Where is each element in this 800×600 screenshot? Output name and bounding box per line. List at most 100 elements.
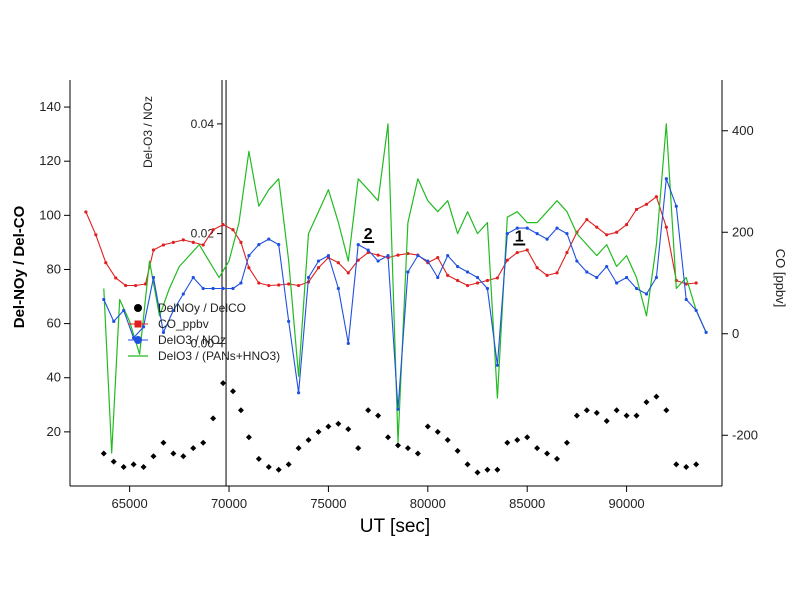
data-point-co-ppbv bbox=[694, 281, 698, 285]
data-point-delo3-noz bbox=[376, 259, 380, 263]
data-point-co-ppbv bbox=[376, 253, 380, 257]
data-point-delnoy-delco bbox=[494, 466, 501, 473]
data-point-co-ppbv bbox=[565, 250, 569, 255]
data-point-delnoy-delco bbox=[534, 445, 541, 452]
series-line-delo3-pans-hno3 bbox=[103, 123, 707, 454]
data-point-delnoy-delco bbox=[444, 436, 451, 443]
data-point-delnoy-delco bbox=[265, 464, 272, 471]
inner-axis-title: Del-O3 / NOz bbox=[141, 96, 155, 168]
data-point-delnoy-delco bbox=[653, 393, 660, 400]
data-point-delo3-noz bbox=[674, 204, 678, 208]
data-point-delo3-noz bbox=[535, 232, 539, 236]
data-point-delo3-noz bbox=[306, 275, 311, 280]
y-right-tick-label: 400 bbox=[732, 123, 754, 138]
data-point-co-ppbv bbox=[485, 278, 490, 283]
data-point-co-ppbv bbox=[257, 281, 261, 285]
data-point-delnoy-delco bbox=[255, 455, 262, 462]
data-point-delo3-noz bbox=[515, 226, 519, 230]
data-point-delnoy-delco bbox=[275, 466, 282, 473]
x-tick-label: 80000 bbox=[410, 496, 446, 511]
data-point-delo3-noz bbox=[181, 292, 185, 296]
data-point-co-ppbv bbox=[231, 228, 235, 232]
data-point-co-ppbv bbox=[654, 195, 659, 199]
data-point-delo3-noz bbox=[525, 226, 529, 230]
legend-label: CO_ppbv bbox=[158, 317, 209, 331]
data-point-delo3-noz bbox=[296, 391, 301, 395]
data-point-co-ppbv bbox=[124, 283, 128, 288]
x-tick-label: 85000 bbox=[509, 496, 545, 511]
data-point-co-ppbv bbox=[191, 240, 195, 244]
data-point-delo3-noz bbox=[316, 259, 321, 263]
data-point-co-ppbv bbox=[247, 266, 251, 270]
y-left-tick-label: 100 bbox=[39, 207, 61, 222]
data-point-delo3-noz bbox=[654, 275, 659, 280]
data-point-delnoy-delco bbox=[100, 450, 107, 457]
data-point-delnoy-delco bbox=[180, 453, 187, 460]
data-point-co-ppbv bbox=[515, 250, 519, 255]
data-point-delo3-noz bbox=[416, 253, 420, 258]
data-point-delo3-noz bbox=[171, 308, 175, 313]
data-point-delo3-noz bbox=[664, 177, 668, 181]
data-point-delnoy-delco bbox=[375, 412, 382, 419]
data-point-delnoy-delco bbox=[484, 466, 491, 473]
x-tick-label: 65000 bbox=[112, 496, 148, 511]
data-point-co-ppbv bbox=[396, 253, 400, 257]
data-point-co-ppbv bbox=[171, 240, 175, 244]
x-tick-label: 75000 bbox=[310, 496, 346, 511]
data-point-co-ppbv bbox=[267, 283, 271, 288]
data-point-delnoy-delco bbox=[474, 469, 481, 476]
data-point-delo3-noz bbox=[426, 259, 430, 263]
data-point-delo3-noz bbox=[247, 253, 251, 258]
data-point-delo3-noz bbox=[141, 325, 146, 329]
data-point-co-ppbv bbox=[684, 282, 688, 286]
data-point-delnoy-delco bbox=[140, 464, 147, 471]
data-point-delo3-noz bbox=[277, 242, 281, 247]
data-point-co-ppbv bbox=[456, 278, 460, 283]
data-point-delnoy-delco bbox=[573, 412, 580, 419]
data-point-delo3-noz bbox=[201, 286, 205, 291]
legend: DelNOy / DelCO CO_ppbv DelO3 / NOz DelO3 / … bbox=[128, 301, 280, 363]
left-axis-title: Del-NOy / Del-CO bbox=[11, 205, 28, 328]
data-point-delo3-noz bbox=[151, 275, 156, 280]
data-point-delnoy-delco bbox=[603, 418, 610, 425]
data-point-delo3-noz bbox=[694, 308, 698, 313]
data-point-delo3-noz bbox=[112, 319, 116, 324]
data-point-co-ppbv bbox=[316, 266, 321, 270]
data-point-delnoy-delco bbox=[190, 445, 197, 452]
data-point-delo3-noz bbox=[595, 275, 599, 280]
data-point-delo3-noz bbox=[102, 297, 106, 302]
y-inner-tick-label: 0.00 bbox=[191, 336, 215, 350]
y-right-tick-label: 200 bbox=[732, 224, 754, 239]
data-point-co-ppbv bbox=[161, 243, 166, 247]
data-point-co-ppbv bbox=[595, 225, 599, 229]
data-point-delo3-noz bbox=[575, 259, 579, 263]
data-point-co-ppbv bbox=[356, 258, 360, 262]
data-point-delo3-noz bbox=[704, 330, 708, 334]
data-point-co-ppbv bbox=[296, 283, 301, 288]
data-point-co-ppbv bbox=[94, 233, 98, 237]
data-point-delnoy-delco bbox=[434, 428, 441, 435]
y-right-tick-label: -200 bbox=[732, 427, 758, 442]
data-point-delnoy-delco bbox=[504, 439, 511, 446]
data-point-co-ppbv bbox=[545, 273, 549, 277]
y-left-tick-label: 60 bbox=[47, 316, 61, 331]
legend-marker-co-ppbv bbox=[134, 320, 142, 328]
data-point-delo3-noz bbox=[366, 248, 370, 252]
data-point-delnoy-delco bbox=[454, 447, 461, 454]
data-point-delo3-noz bbox=[565, 232, 569, 236]
data-point-delnoy-delco bbox=[335, 420, 342, 427]
data-point-delo3-noz bbox=[615, 281, 619, 285]
series-delo3-pans-hno3 bbox=[103, 123, 707, 454]
data-point-delnoy-delco bbox=[424, 423, 431, 430]
data-point-delnoy-delco bbox=[237, 407, 244, 414]
data-point-co-ppbv bbox=[585, 217, 589, 222]
data-point-co-ppbv bbox=[624, 223, 629, 227]
data-point-delnoy-delco bbox=[305, 436, 312, 443]
data-point-delnoy-delco bbox=[150, 453, 157, 460]
data-point-delnoy-delco bbox=[385, 434, 392, 441]
data-point-co-ppbv bbox=[143, 282, 148, 286]
data-point-delnoy-delco bbox=[120, 464, 127, 471]
data-point-co-ppbv bbox=[287, 282, 291, 286]
